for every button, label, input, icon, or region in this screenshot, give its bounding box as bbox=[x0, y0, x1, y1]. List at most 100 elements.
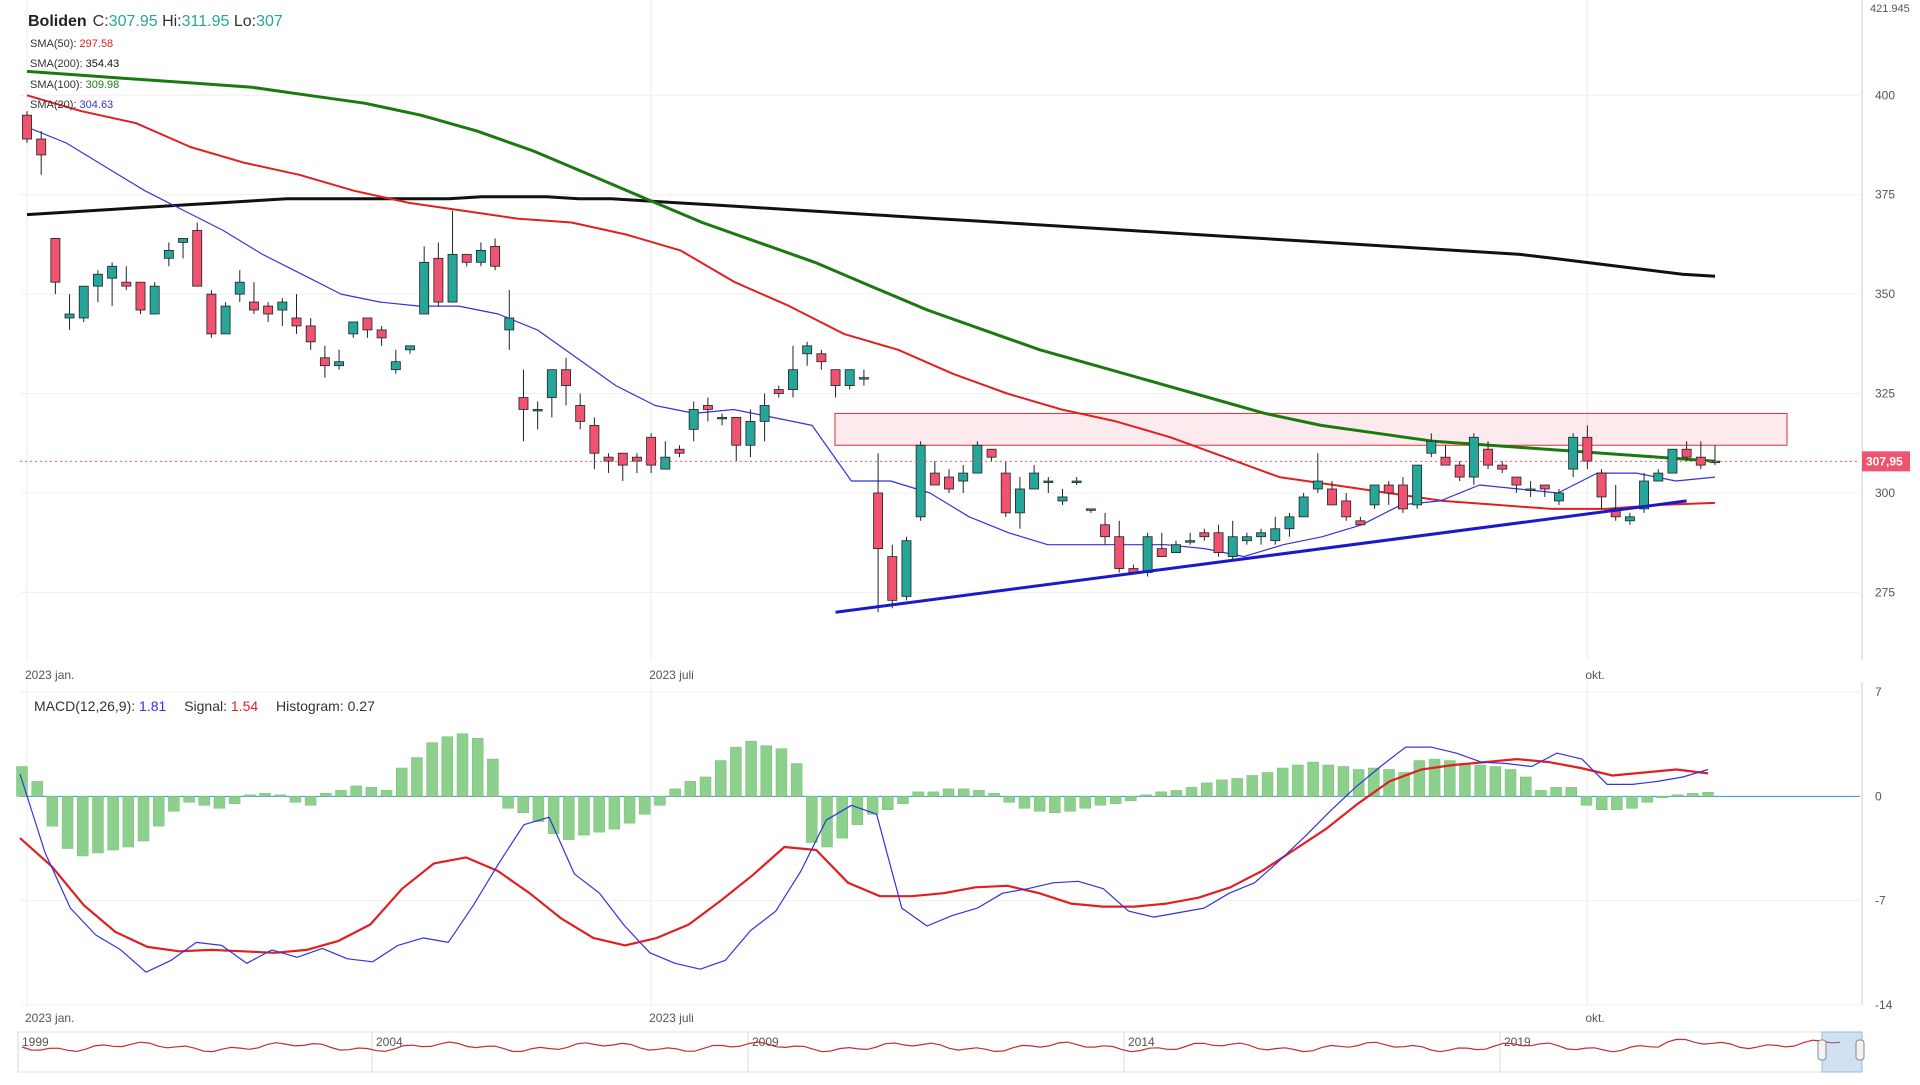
candle-body bbox=[1426, 440, 1437, 454]
navigator-handle-right[interactable] bbox=[1855, 1039, 1865, 1061]
candle-body bbox=[830, 369, 841, 386]
candle-body bbox=[1327, 488, 1337, 506]
sma50-legend: SMA(50): 297.58 bbox=[30, 38, 113, 50]
navigator[interactable]: 1999 2004 2009 2014 2019 bbox=[17, 1031, 1865, 1073]
histogram-bar bbox=[426, 742, 438, 797]
histogram-bar bbox=[1368, 767, 1380, 797]
macd-tick-label: 7 bbox=[1875, 685, 1882, 699]
candle-body bbox=[22, 114, 32, 140]
candle-body bbox=[1256, 532, 1267, 538]
candle-body bbox=[1071, 480, 1082, 483]
candle-body bbox=[929, 472, 940, 486]
candle-body bbox=[234, 281, 245, 295]
candle-body bbox=[121, 281, 132, 287]
candle-body bbox=[1525, 488, 1536, 491]
histogram-bar bbox=[1580, 796, 1593, 806]
navigator-handle-left[interactable] bbox=[1817, 1039, 1827, 1061]
candle-body bbox=[461, 253, 472, 263]
close-label: C: bbox=[92, 13, 109, 30]
histogram-bar bbox=[289, 796, 302, 803]
candle-body bbox=[773, 389, 784, 394]
candle-body bbox=[745, 420, 756, 446]
histogram-bar bbox=[350, 785, 362, 797]
candle-body bbox=[1511, 476, 1522, 486]
sma-line-sma200 bbox=[26, 195, 1716, 278]
histogram-bar bbox=[897, 796, 909, 805]
histogram-bar bbox=[1292, 764, 1304, 797]
macd-histogram bbox=[16, 733, 1714, 857]
histogram-bar bbox=[304, 796, 317, 806]
candle-body bbox=[1085, 508, 1096, 511]
histogram-bar bbox=[1246, 775, 1259, 797]
histogram-bar bbox=[365, 787, 378, 797]
signal-value: 1.54 bbox=[230, 698, 259, 714]
price-legend: Boliden C:307.95 Hi:311.95 Lo:307 bbox=[28, 12, 283, 32]
histogram-bar bbox=[31, 781, 43, 797]
candle-body bbox=[1000, 472, 1011, 514]
histogram-bar bbox=[1322, 764, 1334, 797]
candle-body bbox=[844, 369, 855, 386]
candle-body bbox=[92, 273, 103, 287]
histogram-bar bbox=[1656, 796, 1669, 799]
candle-body bbox=[1312, 480, 1323, 490]
candle-body bbox=[1171, 544, 1181, 554]
macd-legend: MACD(12,26,9): 1.81 Signal: 1.54 Histogr… bbox=[34, 698, 375, 714]
histogram-bar bbox=[821, 796, 833, 848]
histogram-bar bbox=[1595, 796, 1608, 810]
histogram-bar bbox=[578, 796, 590, 836]
histogram-bar bbox=[396, 767, 408, 797]
histogram-bar bbox=[1702, 792, 1714, 797]
price-tick-label: 275 bbox=[1875, 585, 1895, 599]
candle-body bbox=[915, 444, 926, 518]
candles[interactable] bbox=[22, 111, 1720, 613]
histogram-bar bbox=[502, 796, 514, 809]
close-value: 307.95 bbox=[108, 13, 158, 30]
sma100-legend: SMA(100): 309.98 bbox=[30, 79, 119, 91]
price-axis: 275 300 325 350 375 400 421.945 2023 jan. 2023 j… bbox=[20, 3, 1910, 682]
low-label: Lo: bbox=[233, 13, 257, 30]
candle-body bbox=[249, 301, 259, 311]
candle-body bbox=[135, 281, 146, 311]
candle-body bbox=[192, 230, 203, 287]
macd-tick-label: -14 bbox=[1875, 998, 1893, 1012]
candle-body bbox=[660, 456, 671, 470]
histogram-bar bbox=[228, 796, 241, 805]
navigator-year-label: 2004 bbox=[376, 1035, 403, 1049]
candle-body bbox=[802, 345, 813, 355]
candle-body bbox=[1029, 472, 1040, 490]
histogram-bar bbox=[806, 796, 818, 843]
histogram-bar bbox=[547, 796, 560, 834]
histogram-bar bbox=[866, 796, 879, 815]
x-tick-label: 2023 jan. bbox=[25, 668, 74, 682]
candle-body bbox=[561, 369, 571, 386]
candle-body bbox=[50, 238, 61, 283]
histogram-bar bbox=[669, 788, 681, 797]
histogram-bar bbox=[1671, 794, 1684, 797]
sma50-value: 297.58 bbox=[79, 38, 114, 50]
histogram-bar bbox=[654, 796, 666, 806]
histogram-bar bbox=[1550, 787, 1562, 797]
candle-body bbox=[1468, 436, 1479, 478]
candle-body bbox=[816, 353, 827, 363]
candle-body bbox=[1114, 536, 1125, 569]
candle-body bbox=[263, 305, 274, 315]
candle-body bbox=[1596, 472, 1607, 498]
candle-body bbox=[1624, 516, 1635, 522]
histogram-bar bbox=[1520, 776, 1532, 797]
histogram-bar bbox=[836, 796, 848, 839]
candle-body bbox=[674, 448, 685, 454]
histogram-label: Histogram: bbox=[276, 698, 344, 714]
histogram-bar bbox=[1231, 778, 1243, 797]
macd-tick-label: -7 bbox=[1875, 894, 1886, 908]
candle-body bbox=[1454, 464, 1465, 478]
candle-body bbox=[986, 448, 997, 458]
sma100-label: SMA(100): bbox=[30, 79, 83, 91]
support-trendline bbox=[835, 499, 1687, 614]
histogram-bar bbox=[563, 796, 575, 840]
candle-body bbox=[36, 138, 47, 156]
candle-body bbox=[873, 492, 884, 550]
candle-body bbox=[788, 369, 798, 390]
price-tick-label: 400 bbox=[1875, 88, 1895, 102]
